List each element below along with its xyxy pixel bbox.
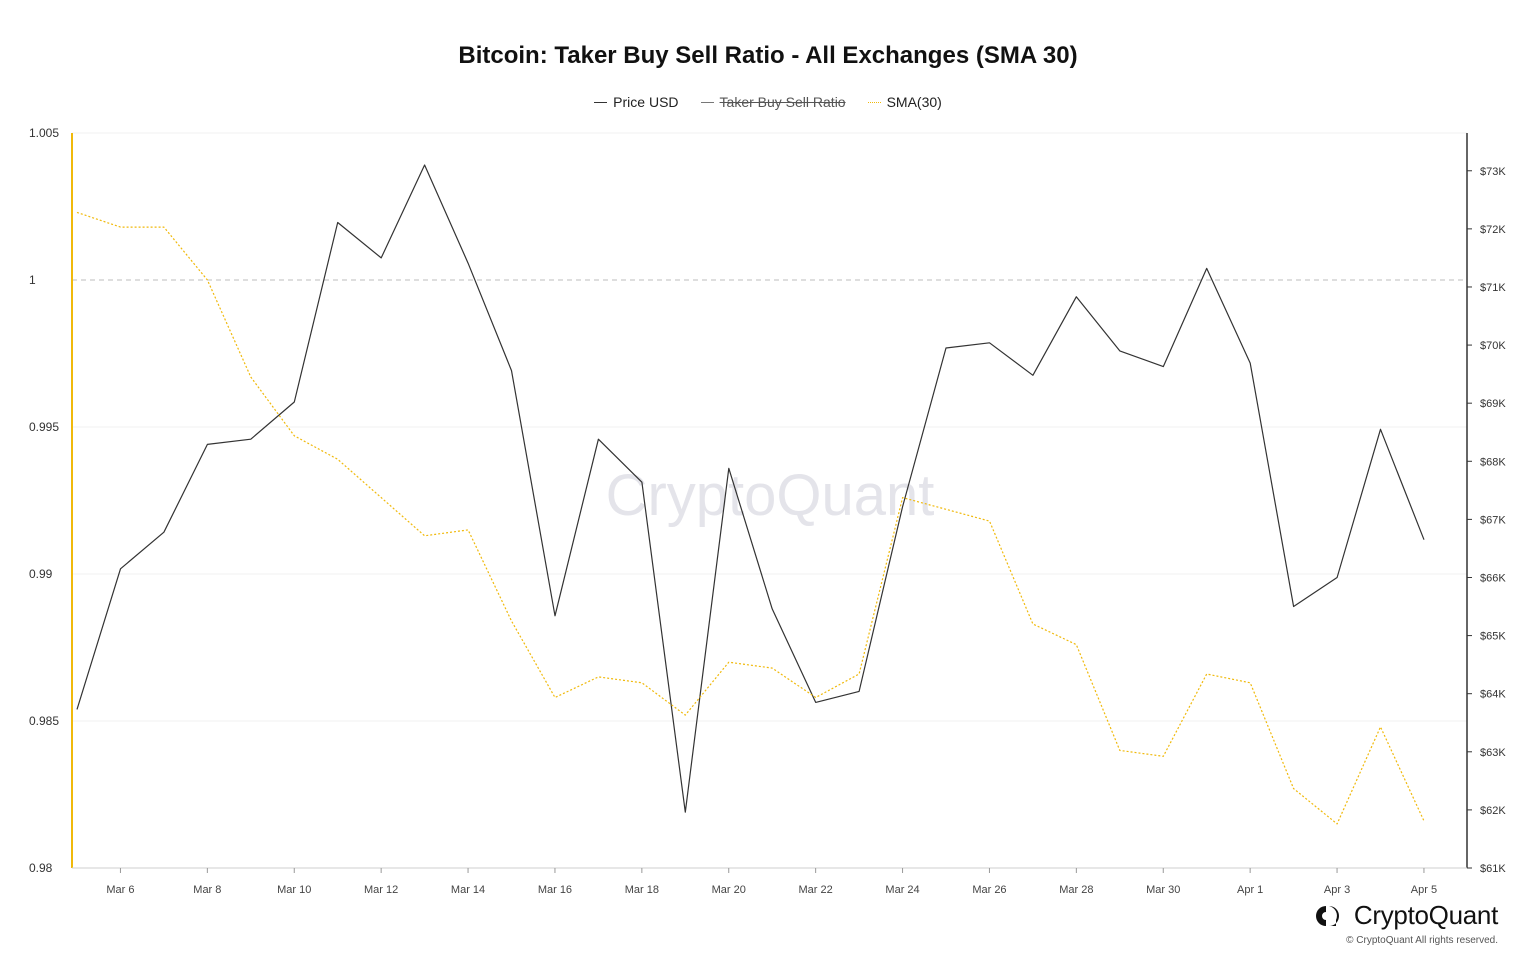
y-right-tick-label: $67K [1480,514,1506,526]
legend-item-taker-ratio[interactable]: Taker Buy Sell Ratio [700,94,846,110]
y-right-tick-label: $72K [1480,224,1506,236]
x-tick-label: Mar 22 [799,884,833,896]
legend-item-sma[interactable]: SMA(30) [867,94,942,110]
x-tick-label: Mar 18 [625,884,659,896]
legend-swatch-sma [867,101,881,103]
copyright-text: © CryptoQuant All rights reserved. [1346,935,1498,946]
y-left-tick-label: 0.995 [29,420,59,434]
price-usd-line [76,164,1425,813]
y-right-tick-label: $66K [1480,572,1506,584]
watermark: CryptoQuant [606,463,935,528]
legend-label-taker-ratio: Taker Buy Sell Ratio [719,94,846,110]
y-right-tick-label: $62K [1480,805,1506,817]
y-right-tick-label: $61K [1480,863,1506,875]
y-right-tick-label: $73K [1480,166,1506,178]
y-left-tick-label: 0.99 [29,567,53,581]
y-right-tick-label: $69K [1480,398,1506,410]
y-right-tick-label: $68K [1480,456,1506,468]
x-tick-label: Mar 26 [972,884,1006,896]
y-right-tick-label: $71K [1480,282,1506,294]
y-left-tick-label: 1.005 [29,126,59,140]
y-right-tick-label: $63K [1480,747,1506,759]
x-tick-label: Mar 30 [1146,884,1180,896]
y-right-tick-label: $65K [1480,631,1506,643]
x-tick-label: Mar 12 [364,884,398,896]
y-right-tick-label: $70K [1480,340,1506,352]
legend-label-price: Price USD [613,94,679,110]
legend-swatch-taker-ratio [700,101,714,103]
sma30-line [76,211,1425,825]
y-left-tick-label: 0.98 [29,861,53,875]
x-tick-label: Mar 6 [106,884,134,896]
legend-label-sma: SMA(30) [886,94,942,110]
x-tick-label: Apr 1 [1237,884,1263,896]
x-tick-label: Mar 16 [538,884,572,896]
x-tick-label: Mar 10 [277,884,311,896]
brand-logo: CryptoQuant [1314,900,1498,931]
x-tick-label: Apr 5 [1411,884,1437,896]
cryptoquant-logo-icon [1315,905,1339,926]
x-tick-label: Mar 14 [451,884,485,896]
x-tick-label: Apr 3 [1324,884,1350,896]
legend-item-price[interactable]: Price USD [594,94,679,110]
y-left-tick-label: 1 [29,273,36,287]
legend: Price USD Taker Buy Sell Ratio SMA(30) [0,94,1536,110]
y-left-tick-label: 0.985 [29,714,59,728]
series-layer [76,164,1425,825]
brand-name: CryptoQuant [1353,900,1498,930]
x-tick-label: Mar 28 [1059,884,1093,896]
legend-swatch-price [594,101,608,103]
chart-title: Bitcoin: Taker Buy Sell Ratio - All Exch… [458,42,1078,69]
x-tick-label: Mar 24 [885,884,919,896]
x-tick-label: Mar 8 [193,884,221,896]
x-tick-label: Mar 20 [712,884,746,896]
axes-layer: 1.005 1 0.995 0.99 0.985 0.98 $73K $72K $71K $70K… [29,126,1506,896]
y-right-tick-label: $64K [1480,689,1506,701]
